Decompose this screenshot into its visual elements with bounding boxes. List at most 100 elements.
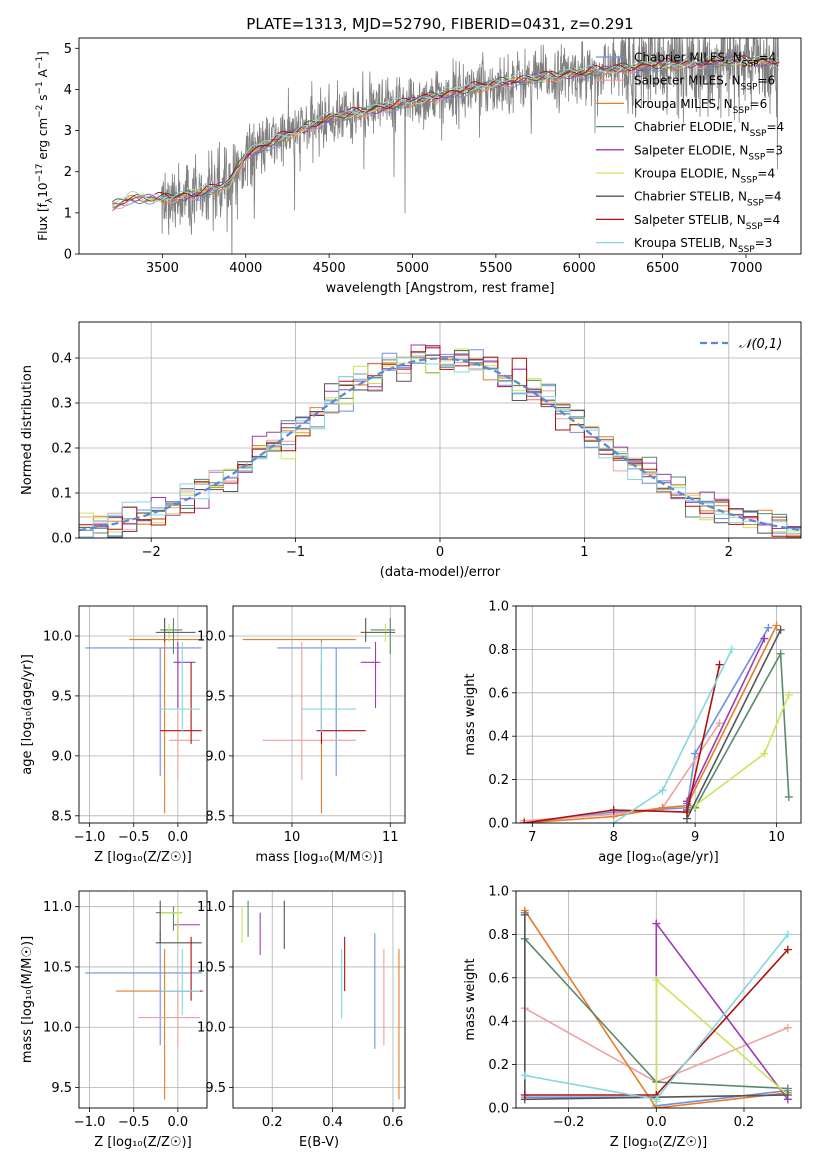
legend-subscript: SSP — [733, 106, 750, 116]
x-tick-label: 11 — [382, 830, 399, 845]
axes-frame — [78, 605, 208, 824]
x-axis-label: Z [log₁₀(Z/Z☉)] — [610, 1135, 707, 1150]
legend-subscript: SSP — [747, 199, 764, 209]
y-tick-label: 9.0 — [205, 749, 226, 764]
histogram-step — [79, 345, 801, 537]
plus-marker — [760, 749, 769, 758]
x-tick-label: 0.0 — [168, 830, 189, 845]
x-axis-label: (data-model)/error — [380, 565, 501, 580]
legend-value: =4 — [759, 51, 777, 65]
x-tick-label: 10 — [284, 830, 301, 845]
plus-marker — [760, 634, 769, 643]
x-tick-label: 1 — [580, 545, 588, 560]
series-line — [524, 627, 770, 823]
legend-value: =6 — [757, 74, 775, 88]
axes-frame — [232, 890, 406, 1109]
y-tick-label: 10.0 — [197, 1021, 226, 1036]
weight-vs-age-plot-area — [520, 621, 793, 823]
y-axis-label-part: −17 — [35, 164, 45, 183]
y-axis-label-part: A — [36, 68, 50, 81]
plus-marker — [776, 649, 785, 658]
x-axis-label: Z [log₁₀(Z/Z☉)] — [94, 850, 191, 865]
legend-subscript: SSP — [742, 60, 759, 70]
residuals-panel: −2 −1 0 1 2 0.0 0.1 0.2 0.3 0.4 (data-model)/error… — [20, 321, 802, 580]
x-tick-label: −0.2 — [553, 1115, 585, 1130]
x-tick-label: 5500 — [479, 261, 512, 276]
weight-vs-Z-panel: −0.2 0.0 0.2 0.0 0.2 0.4 0.6 0.8 1.0 Z [log₁₀(Z/Z… — [463, 885, 802, 1150]
y-tick-label: 0.2 — [488, 1058, 509, 1073]
x-tick-label: 3500 — [146, 261, 179, 276]
y-axis-label: Normed distribution — [20, 365, 35, 495]
chart-title: PLATE=1313, MJD=52790, FIBERID=0431, z=0… — [246, 15, 633, 33]
plus-marker — [783, 1090, 792, 1099]
legend-subscript: SSP — [750, 129, 767, 139]
x-tick-label: −1.0 — [74, 1115, 106, 1130]
y-tick-label: 8.5 — [51, 809, 72, 824]
axes-frame — [78, 321, 802, 539]
mass-vs-Z-plot-area — [85, 900, 204, 1100]
y-tick-label: 9.5 — [205, 689, 226, 704]
legend-value: =3 — [755, 236, 773, 250]
plus-marker — [520, 1090, 529, 1099]
y-axis-label-part: −1 — [35, 56, 45, 69]
y-tick-label: 9.5 — [51, 689, 72, 704]
plus-marker — [784, 792, 793, 801]
model-line — [112, 58, 779, 207]
legend-entry: Chabrier MILES, NSSP=4 — [634, 51, 776, 70]
y-tick-label: 9.0 — [51, 749, 72, 764]
legend-subscript: SSP — [741, 83, 758, 93]
x-axis-label: mass [log₁₀(M/M☉)] — [255, 850, 382, 865]
series-line — [524, 910, 788, 1108]
legend-subscript: SSP — [741, 176, 758, 186]
y-tick-label: 10.0 — [43, 629, 72, 644]
x-tick-label: 9 — [691, 830, 699, 845]
observed-spectrum-line — [160, 38, 780, 254]
y-tick-label: 0.6 — [488, 686, 509, 701]
y-tick-label: 1 — [64, 206, 72, 221]
x-tick-label: −1 — [286, 545, 305, 560]
x-tick-label: 0.2 — [262, 1115, 283, 1130]
y-tick-label: 3 — [64, 124, 72, 139]
y-tick-label: 11.0 — [197, 900, 226, 915]
legend-entry: Salpeter ELODIE, NSSP=3 — [634, 143, 783, 162]
x-tick-label: 0.2 — [734, 1115, 755, 1130]
plus-marker — [764, 623, 773, 632]
normal-reference-curve — [79, 357, 801, 532]
y-tick-label: 0.1 — [51, 487, 72, 502]
x-tick-label: −2 — [142, 545, 161, 560]
y-tick-label: 0.4 — [488, 730, 509, 745]
legend-entry: Chabrier STELIB, NSSP=4 — [634, 190, 782, 209]
legend-text: Salpeter MILES, N — [634, 74, 741, 88]
y-axis-label-part: s — [36, 95, 50, 105]
legend-entry: Kroupa ELODIE, NSSP=4 — [634, 167, 775, 186]
y-axis-label-part: −1 — [35, 81, 45, 94]
x-tick-label: −0.5 — [118, 830, 150, 845]
y-axis-label-part: −2 — [35, 105, 45, 118]
legend-entry: Kroupa MILES, NSSP=6 — [634, 97, 767, 116]
mass-vs-EBV-plot-area — [241, 900, 400, 1100]
y-tick-label: 2 — [64, 165, 72, 180]
y-tick-label: 9.5 — [205, 1081, 226, 1096]
plus-marker — [715, 660, 724, 669]
model-line — [112, 54, 779, 205]
legend-text: Salpeter STELIB, N — [634, 213, 746, 227]
axes-frame — [232, 605, 406, 824]
plus-marker — [727, 645, 736, 654]
legend-subscript: SSP — [748, 152, 765, 162]
x-tick-label: 6500 — [646, 261, 679, 276]
legend-value: =4 — [763, 213, 781, 227]
y-axis-label-part: 10 — [36, 183, 50, 198]
y-tick-label: 0.0 — [488, 817, 509, 832]
x-tick-label: −1.0 — [74, 830, 106, 845]
x-tick-label: −0.5 — [118, 1115, 150, 1130]
y-tick-label: 0.0 — [488, 1102, 509, 1117]
series-line — [686, 638, 766, 810]
y-tick-label: 0.6 — [488, 971, 509, 986]
x-tick-label: 2 — [725, 545, 733, 560]
legend-subscript: SSP — [746, 222, 763, 232]
age-vs-mass-plot-area — [242, 617, 396, 814]
x-tick-label: 4500 — [313, 261, 346, 276]
y-axis-label: mass [log₁₀(M/M☉)] — [20, 936, 35, 1063]
legend-entry: 𝒩(0,1) — [739, 337, 782, 352]
